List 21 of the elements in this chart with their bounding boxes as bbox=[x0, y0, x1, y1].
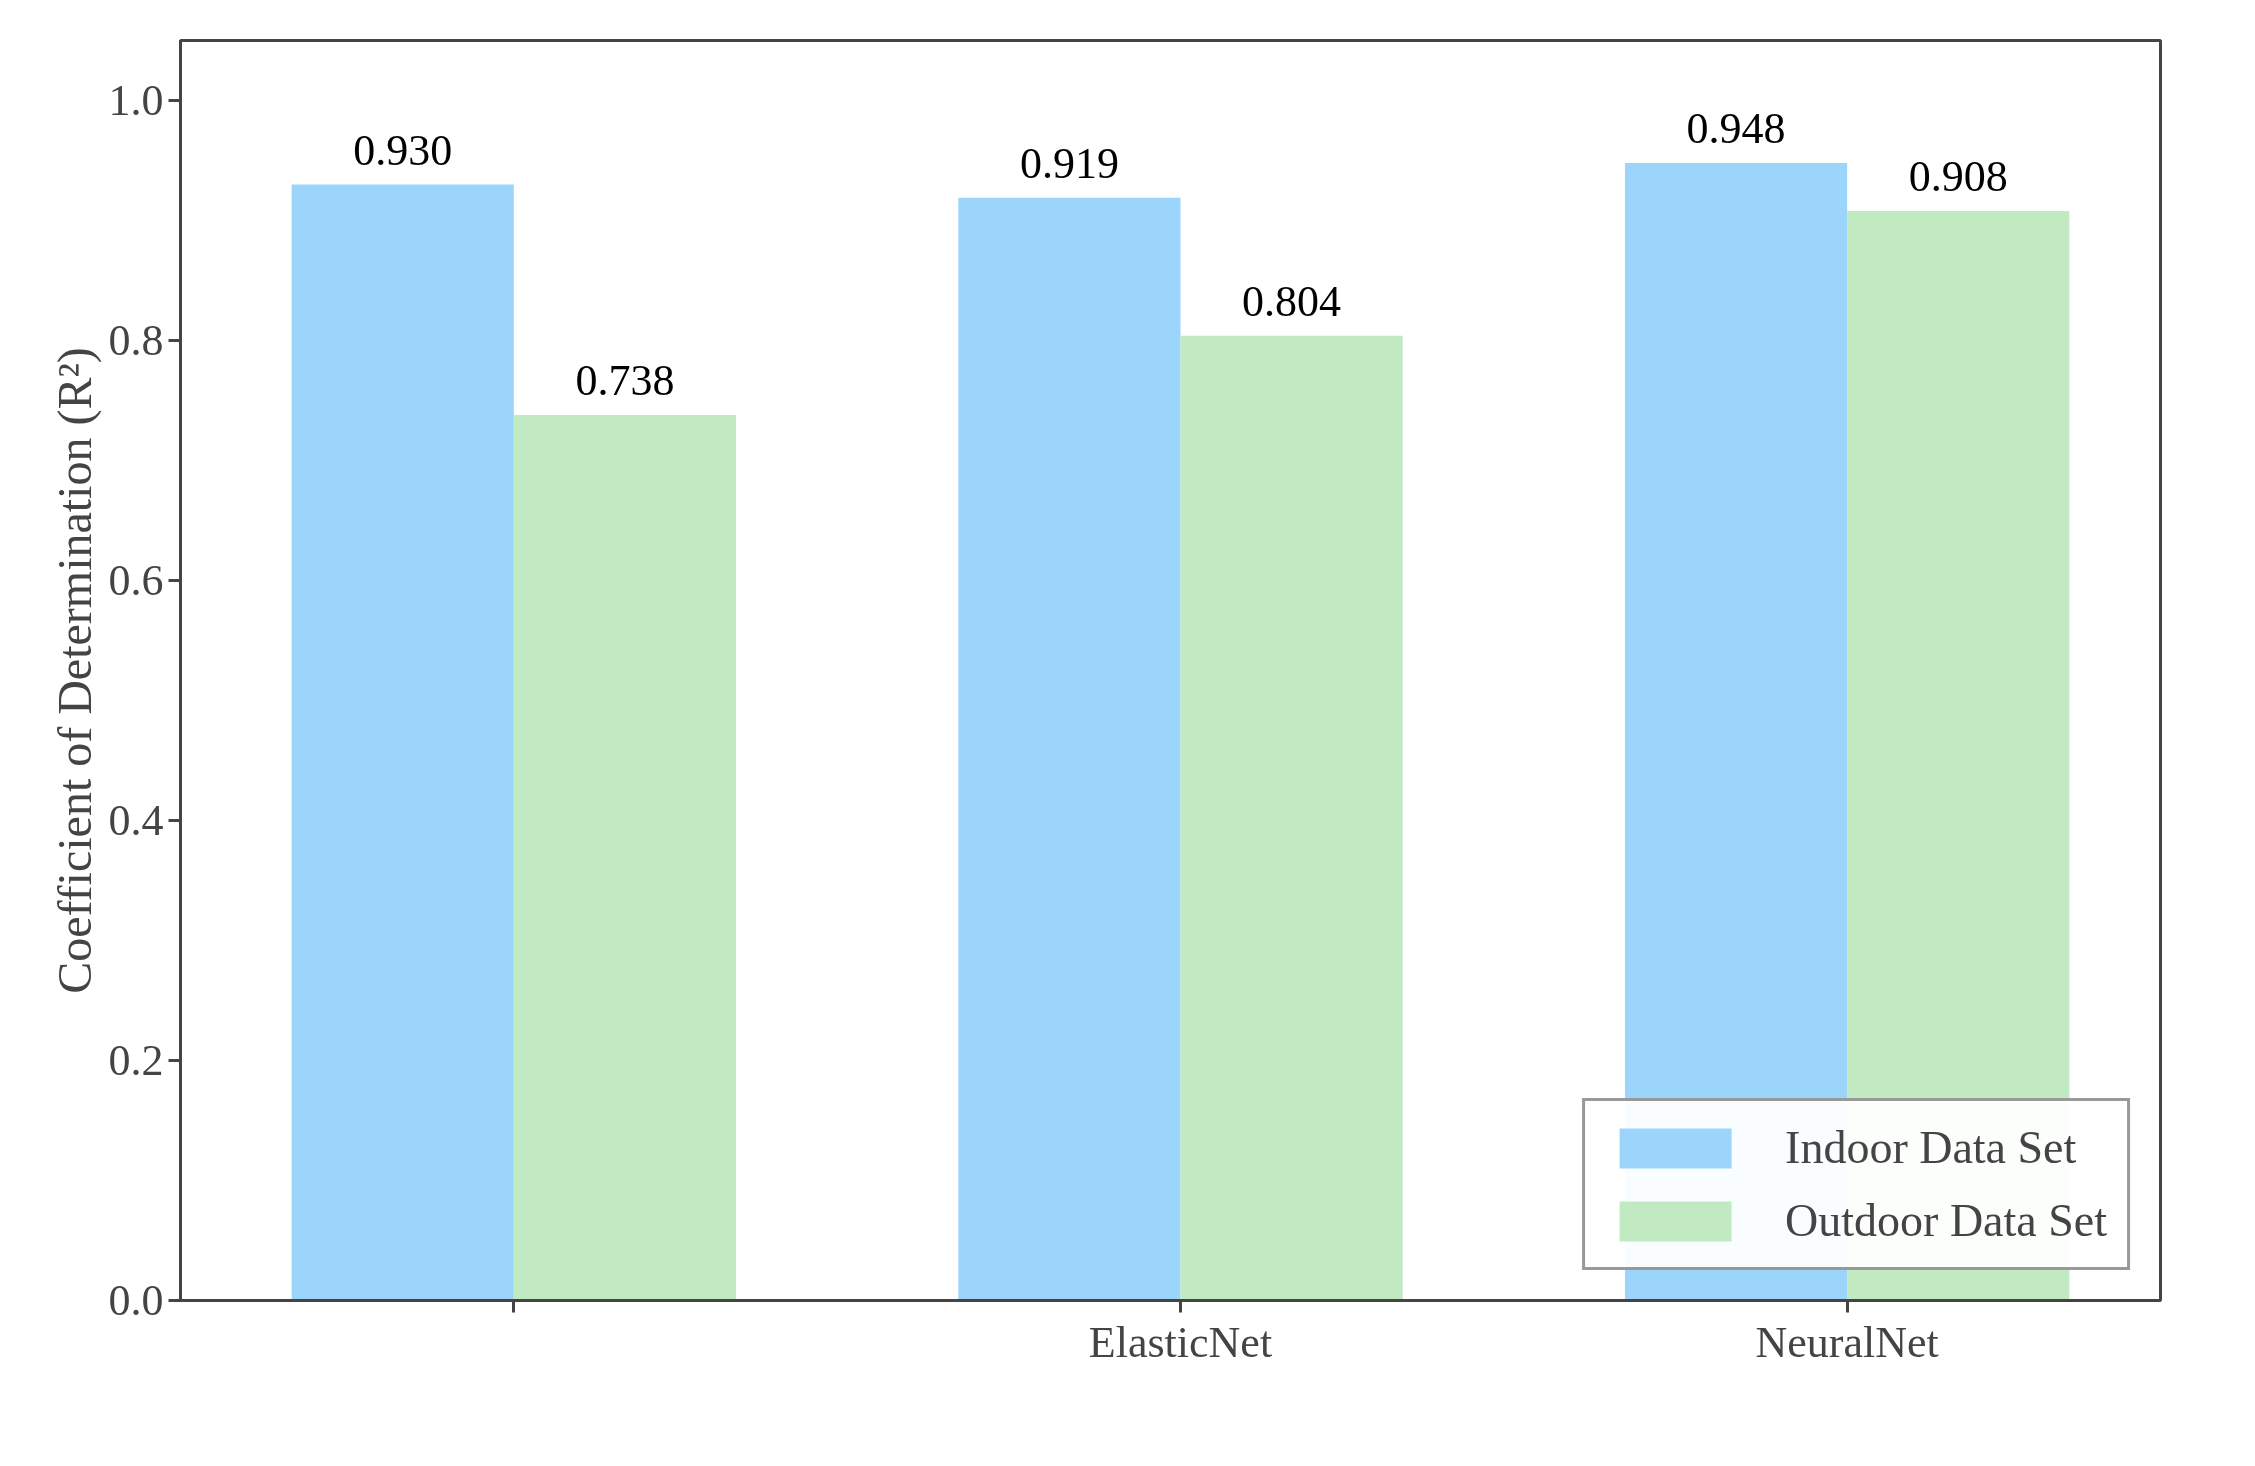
y-tick-label: 0.8 bbox=[108, 316, 164, 365]
x-tick-label: ElasticNet bbox=[1088, 1317, 1273, 1367]
bar bbox=[513, 414, 737, 1301]
y-tick-label: 0.4 bbox=[108, 796, 164, 845]
bar bbox=[958, 197, 1181, 1301]
data-label: 0.930 bbox=[353, 125, 453, 175]
data-label: 0.919 bbox=[1019, 138, 1119, 188]
x-tick-label: NeuralNet bbox=[1755, 1317, 1939, 1367]
y-tick-label: 0.2 bbox=[108, 1036, 164, 1085]
data-label: 0.738 bbox=[575, 355, 675, 405]
bar bbox=[1180, 335, 1403, 1301]
y-tick-label: 0.0 bbox=[108, 1276, 164, 1325]
y-axis-title: Coefficient of Determination (R²) bbox=[47, 347, 102, 994]
data-label: 0.908 bbox=[1908, 151, 2008, 201]
y-tick-label: 1.0 bbox=[108, 76, 164, 125]
legend-label: Outdoor Data Set bbox=[1785, 1194, 2107, 1247]
data-label: 0.948 bbox=[1686, 103, 1786, 153]
legend-label: Indoor Data Set bbox=[1785, 1121, 2077, 1174]
bar bbox=[291, 184, 514, 1301]
y-tick-label: 0.6 bbox=[108, 556, 164, 605]
data-label: 0.804 bbox=[1242, 276, 1342, 326]
